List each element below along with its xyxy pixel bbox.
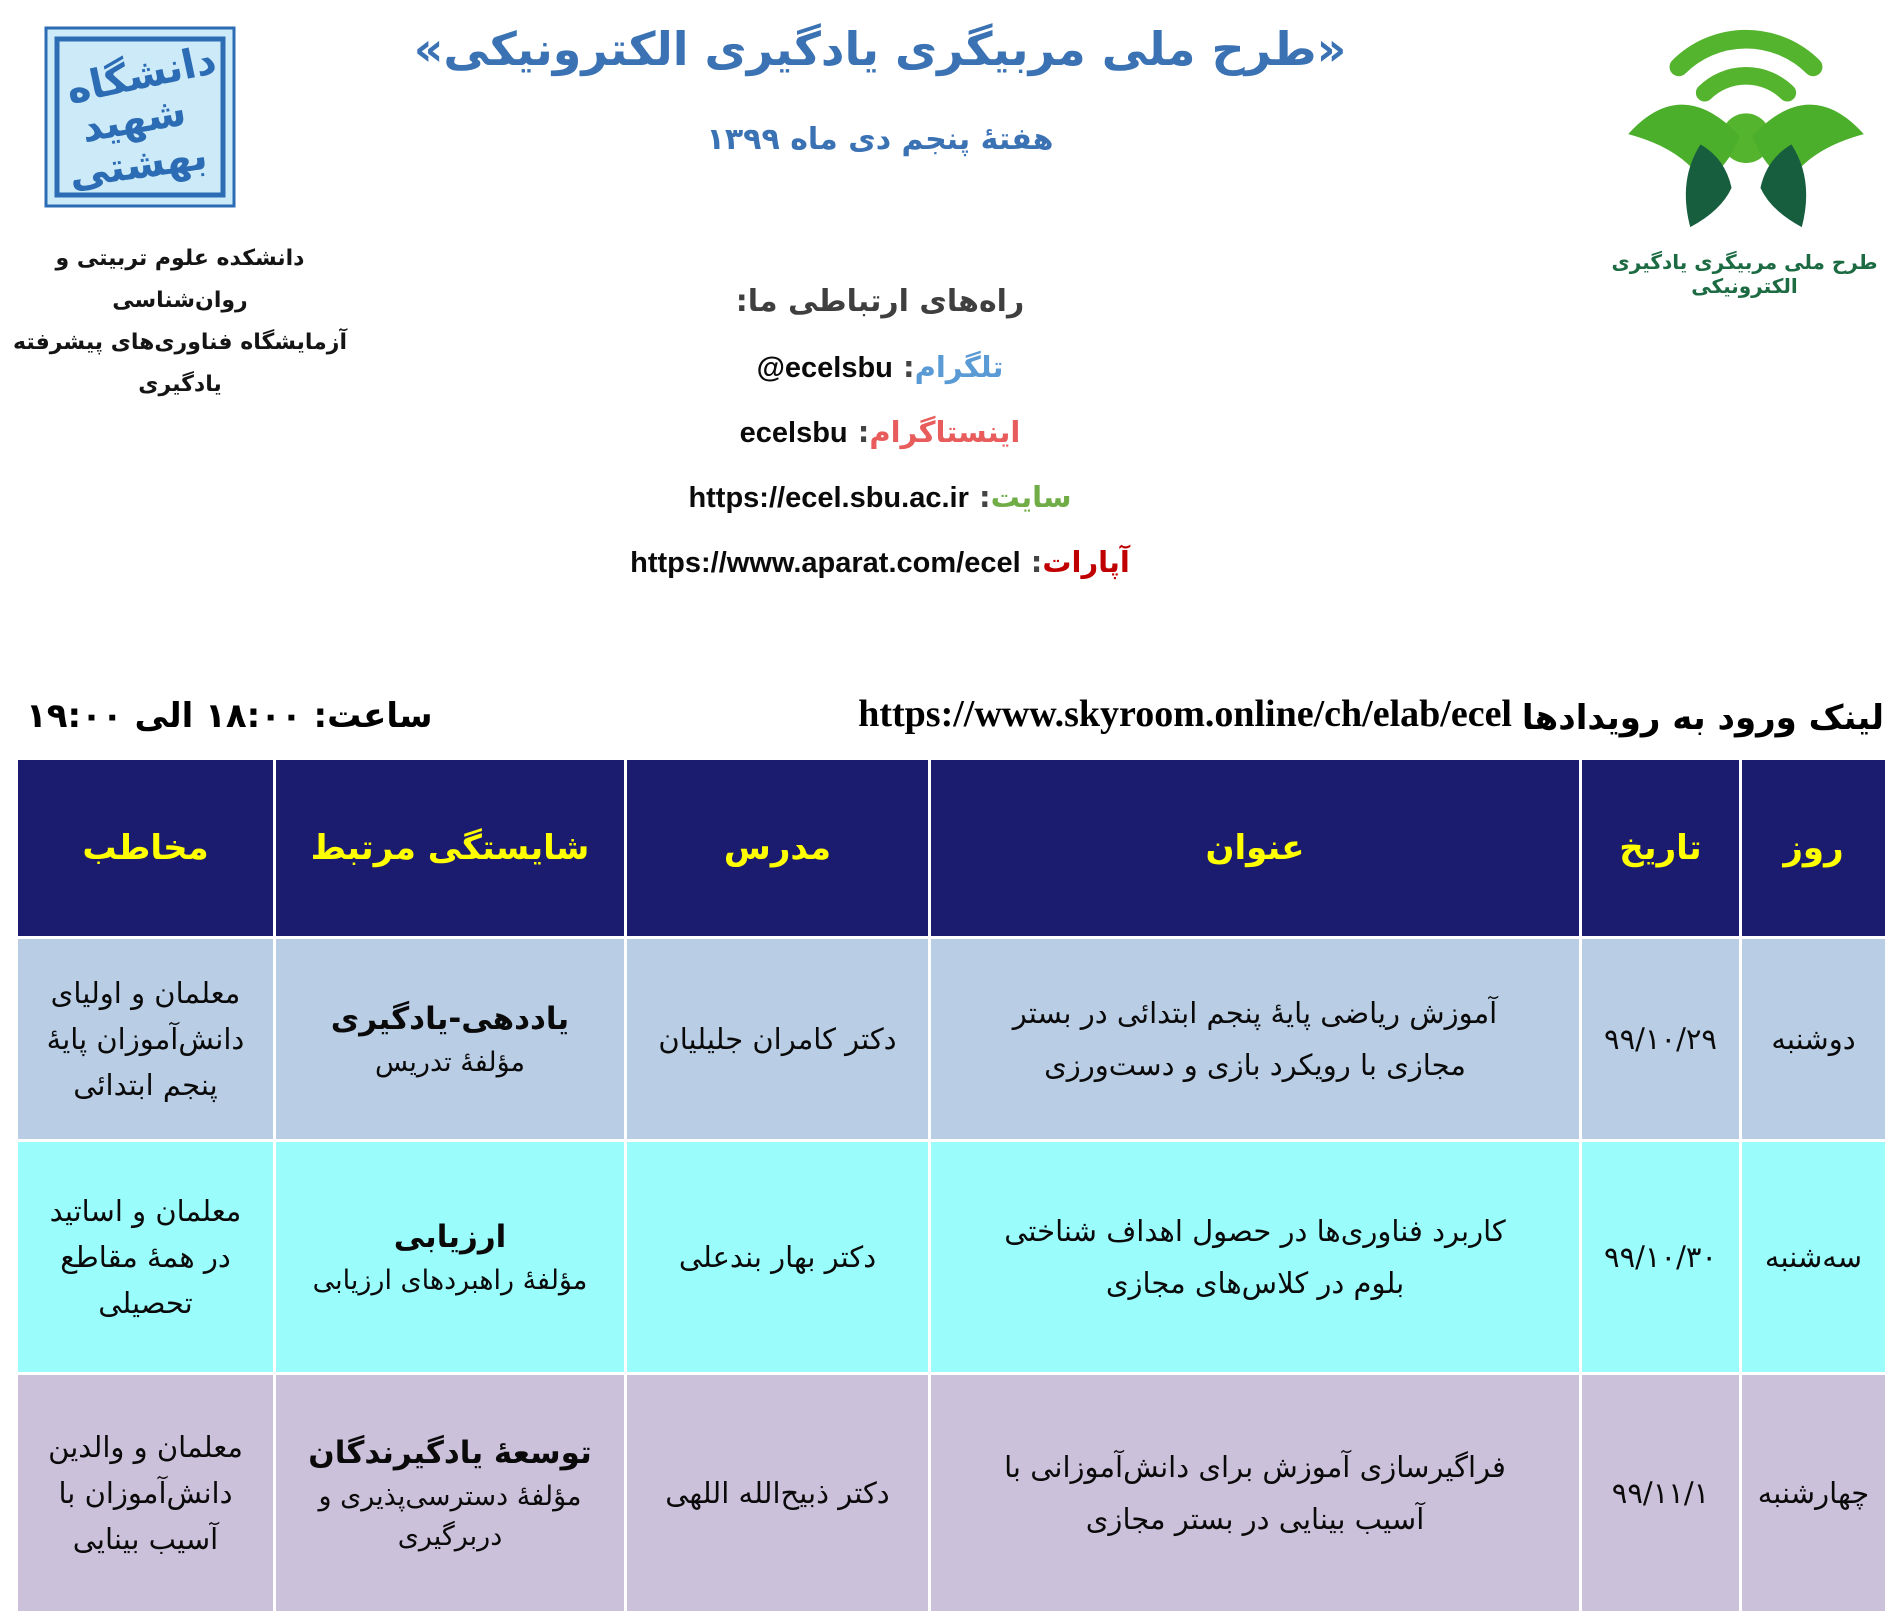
wifi-outer-arc-icon (1669, 29, 1823, 77)
schedule-table: روز تاریخ عنوان مدرس شایستگی مرتبط مخاطب… (15, 757, 1888, 1614)
col-day: روز (1739, 757, 1888, 939)
instructor-cell: دکتر بهار بندعلی (624, 1139, 931, 1375)
competency-cell: یاددهی-یادگیری مؤلفهٔ تدریس (273, 936, 627, 1142)
audience-cell: معلمان و اولیای دانش‌آموزان پایهٔ پنجم ا… (15, 936, 276, 1142)
competency-cell: ارزیابی مؤلفهٔ راهبردهای ارزیابی (273, 1139, 627, 1375)
website-label: سایت (990, 480, 1072, 514)
session-time: ساعت: ۱۸:۰۰ الی ۱۹:۰۰ (26, 696, 433, 736)
university-logo: دانشگاه شهید بهشتی (44, 26, 236, 208)
date-cell: ۹۹/۱۰/۲۹ (1579, 936, 1742, 1142)
competency-main: توسعهٔ یادگیرندگان (308, 1435, 592, 1471)
events-link-url[interactable]: https://www.skyroom.online/ch/elab/ecel (858, 693, 1512, 735)
instagram-label: اینستاگرام (869, 415, 1021, 449)
hands-icon (1628, 104, 1864, 228)
aparat-url[interactable]: https://www.aparat.com/ecel (630, 547, 1021, 579)
title-cell: فراگیرسازی آموزش برای دانش‌آموزانی با آس… (928, 1372, 1582, 1614)
contact-heading: راه‌های ارتباطی ما: (735, 284, 1025, 319)
title-cell: کاربرد فناوری‌ها در حصول اهداف شناختی بل… (928, 1139, 1582, 1375)
contact-telegram: تلگرام: @ecelsbu (756, 350, 1004, 384)
ecel-logo-caption: طرح ملی مربیگری یادگیری الکترونیکی (1611, 250, 1878, 298)
wifi-inner-arc-icon (1695, 67, 1797, 102)
instructor-cell: دکتر کامران جلیلیان (624, 936, 931, 1142)
contact-aparat: آپارات: https://www.aparat.com/ecel (630, 545, 1130, 579)
telegram-handle[interactable]: @ecelsbu (756, 352, 893, 384)
table-row: چهارشنبه ۹۹/۱۱/۱ فراگیرسازی آموزش برای د… (15, 1372, 1888, 1614)
day-cell: دوشنبه (1739, 936, 1888, 1142)
col-audience: مخاطب (15, 757, 276, 939)
competency-main: یاددهی-یادگیری (330, 1001, 570, 1037)
faculty-name: دانشکده علوم تربیتی و روان‌شناسی (55, 246, 305, 313)
telegram-label: تلگرام (914, 350, 1004, 384)
instructor-cell: دکتر ذبیح‌الله اللهی (624, 1372, 931, 1614)
aparat-label: آپارات (1042, 545, 1130, 579)
col-competency: شایستگی مرتبط (273, 757, 627, 939)
title-cell: آموزش ریاضی پایهٔ پنجم ابتدائی در بستر م… (928, 936, 1582, 1142)
day-cell: سه‌شنبه (1739, 1139, 1888, 1375)
lab-name: آزمایشگاه فناوری‌های پیشرفته یادگیری (13, 330, 347, 397)
audience-cell: معلمان و اساتید در همهٔ مقاطع تحصیلی (15, 1139, 276, 1375)
day-cell: چهارشنبه (1739, 1372, 1888, 1614)
audience-cell: معلمان و والدین دانش‌آموزان با آسیب بینا… (15, 1372, 276, 1614)
instagram-handle[interactable]: ecelsbu (739, 417, 848, 449)
date-cell: ۹۹/۱۰/۳۰ (1579, 1139, 1742, 1375)
events-link-label: لینک ورود به رویدادها (1521, 698, 1884, 738)
table-row: سه‌شنبه ۹۹/۱۰/۳۰ کاربرد فناوری‌ها در حصو… (15, 1139, 1888, 1375)
competency-main: ارزیابی (393, 1219, 507, 1255)
table-header-row: روز تاریخ عنوان مدرس شایستگی مرتبط مخاطب (15, 757, 1888, 939)
university-caption: دانشکده علوم تربیتی و روان‌شناسی آزمایشگ… (0, 238, 360, 406)
contact-website: سایت: https://ecel.sbu.ac.ir (688, 480, 1072, 514)
competency-sub: مؤلفهٔ تدریس (374, 1047, 526, 1078)
website-url[interactable]: https://ecel.sbu.ac.ir (688, 482, 969, 514)
wifi-dot-icon (1721, 113, 1771, 164)
competency-sub: مؤلفهٔ راهبردهای ارزیابی (312, 1265, 588, 1296)
ecel-program-logo (1622, 12, 1870, 250)
page-subtitle: هفتهٔ پنجم دی ماه ۱۳۹۹ (706, 122, 1054, 157)
header-center: «طرح ملی مربیگری یادگیری الکترونیکی» هفت… (330, 0, 1430, 640)
col-date: تاریخ (1579, 757, 1742, 939)
date-cell: ۹۹/۱۱/۱ (1579, 1372, 1742, 1614)
col-title: عنوان (928, 757, 1582, 939)
contact-instagram: اینستاگرام: ecelsbu (739, 415, 1021, 449)
table-row: دوشنبه ۹۹/۱۰/۲۹ آموزش ریاضی پایهٔ پنجم ا… (15, 936, 1888, 1142)
page-title: «طرح ملی مربیگری یادگیری الکترونیکی» (413, 22, 1347, 76)
col-instructor: مدرس (624, 757, 931, 939)
competency-cell: توسعهٔ یادگیرندگان مؤلفهٔ دسترسی‌پذیری و… (273, 1372, 627, 1614)
competency-sub: مؤلفهٔ دسترسی‌پذیری و دربرگیری (318, 1481, 582, 1552)
